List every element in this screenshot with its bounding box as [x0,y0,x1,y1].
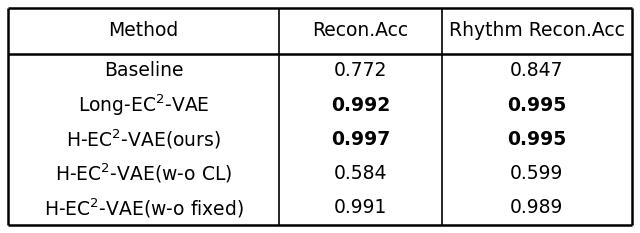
Text: 0.997: 0.997 [331,130,390,149]
Text: H-EC$^2$-VAE(ours): H-EC$^2$-VAE(ours) [66,128,221,151]
Text: Recon.Acc: Recon.Acc [312,21,408,40]
Text: 0.992: 0.992 [331,96,390,115]
Text: Long-EC$^2$-VAE: Long-EC$^2$-VAE [78,92,209,118]
Text: 0.991: 0.991 [334,198,387,217]
Text: 0.989: 0.989 [510,198,564,217]
Text: 0.847: 0.847 [510,61,564,80]
Text: Method: Method [109,21,179,40]
Text: 0.599: 0.599 [510,164,564,183]
Text: Rhythm Recon.Acc: Rhythm Recon.Acc [449,21,625,40]
Text: Baseline: Baseline [104,61,184,80]
Text: 0.584: 0.584 [334,164,387,183]
Text: H-EC$^2$-VAE(w-o fixed): H-EC$^2$-VAE(w-o fixed) [44,196,244,220]
Text: 0.772: 0.772 [334,61,387,80]
Text: 0.995: 0.995 [508,96,566,115]
Text: 0.995: 0.995 [508,130,566,149]
Text: H-EC$^2$-VAE(w-o CL): H-EC$^2$-VAE(w-o CL) [55,162,232,185]
